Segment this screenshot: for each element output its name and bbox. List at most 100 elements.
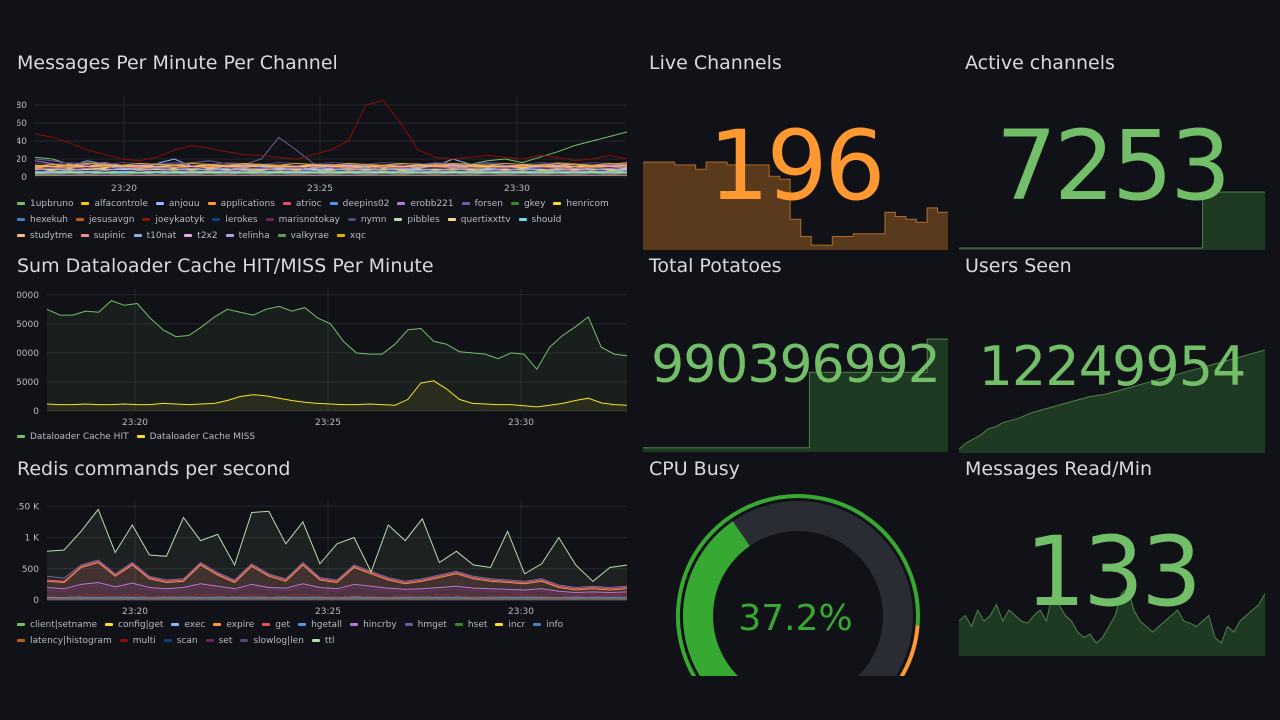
legend-swatch: [553, 202, 562, 205]
legend-item[interactable]: Dataloader Cache MISS: [136, 429, 255, 445]
legend-item[interactable]: info: [533, 617, 563, 633]
legend-item[interactable]: latency|histogram: [17, 633, 112, 649]
legend-label: xqc: [349, 231, 366, 241]
legend-item[interactable]: expire: [213, 617, 254, 633]
legend-item[interactable]: atrioc: [282, 196, 322, 212]
legend-swatch: [81, 202, 90, 205]
legend-item[interactable]: quertixxttv: [447, 212, 511, 228]
series-line: [46, 300, 628, 371]
legend-item[interactable]: config|get: [105, 617, 163, 633]
legend-label: studytme: [30, 231, 73, 241]
y-tick-label: 10000: [17, 349, 39, 359]
legend-swatch: [282, 202, 291, 205]
legend-item[interactable]: telinha: [225, 228, 270, 244]
legend-item[interactable]: valkyrae: [277, 228, 329, 244]
panel-cpu-busy[interactable]: CPU Busy 37.2%: [643, 458, 948, 676]
legend-item[interactable]: applications: [207, 196, 275, 212]
legend-item[interactable]: xqc: [336, 228, 366, 244]
users-seen-sparkline: [959, 349, 1265, 453]
legend-label: get: [275, 620, 291, 630]
legend-item[interactable]: scan: [163, 633, 198, 649]
legend-item[interactable]: lerokes: [212, 212, 258, 228]
total-potatoes-sparkline: [643, 338, 948, 452]
legend-item[interactable]: hgetall: [298, 617, 342, 633]
legend-item[interactable]: deepins02: [329, 196, 389, 212]
panel-redis-commands[interactable]: Redis commands per second 0 500 1 K 1.50 K 2…: [17, 458, 629, 653]
legend-label: client|setname: [30, 620, 98, 630]
legend-label: quertixxttv: [460, 215, 511, 225]
legend-item[interactable]: slowlog|len: [240, 633, 304, 649]
panel-users-seen[interactable]: Users Seen 12249954: [959, 255, 1265, 453]
legend-item[interactable]: studytme: [17, 228, 73, 244]
sparkline-line: [643, 338, 948, 449]
panel-messages-read[interactable]: Messages Read/Min 133: [959, 458, 1265, 656]
x-tick-label: 23:20: [122, 418, 148, 428]
legend-swatch: [265, 218, 274, 221]
legend-swatch: [329, 202, 338, 205]
legend-item[interactable]: henricom: [553, 196, 609, 212]
x-tick-label: 23:30: [508, 607, 534, 617]
legend-item[interactable]: pibbles: [394, 212, 440, 228]
legend-item[interactable]: erobb221: [397, 196, 454, 212]
legend-item[interactable]: supinic: [80, 228, 126, 244]
y-tick-label: 1 K: [25, 534, 41, 544]
legend-item[interactable]: nymn: [347, 212, 387, 228]
legend-item[interactable]: gkey: [510, 196, 546, 212]
legend-item[interactable]: marisnotokay: [265, 212, 340, 228]
legend-item[interactable]: should: [518, 212, 562, 228]
legend-label: multi: [132, 636, 156, 646]
legend-item[interactable]: incr: [495, 617, 525, 633]
legend-item[interactable]: hexekuh: [17, 212, 68, 228]
panel-total-potatoes[interactable]: Total Potatoes 990396992: [643, 255, 948, 453]
legend-label: info: [546, 620, 564, 630]
panel-messages-per-minute[interactable]: Messages Per Minute Per Channel 0 20 40 60 8…: [17, 52, 629, 250]
legend-item[interactable]: get: [262, 617, 290, 633]
legend-item[interactable]: anjouu: [155, 196, 200, 212]
legend-item[interactable]: t2x2: [184, 228, 218, 244]
legend-item[interactable]: set: [205, 633, 232, 649]
legend-label: hgetall: [311, 620, 343, 630]
panel-live-channels[interactable]: Live Channels 196: [643, 52, 948, 250]
panel-title: Live Channels: [649, 52, 782, 74]
legend-item[interactable]: joeykaotyk: [142, 212, 204, 228]
legend-swatch: [397, 202, 406, 205]
legend-label: latency|histogram: [30, 636, 112, 646]
legend-item[interactable]: jesusavgn: [76, 212, 134, 228]
legend-item[interactable]: t10nat: [133, 228, 176, 244]
legend-swatch: [17, 218, 25, 221]
legend-item[interactable]: multi: [119, 633, 156, 649]
users-seen-value: 12249954: [978, 335, 1247, 398]
legend-label: gkey: [523, 199, 546, 209]
y-tick-label: 1.50 K: [17, 502, 40, 512]
legend-swatch: [495, 623, 504, 626]
legend-item[interactable]: alfacontrole: [81, 196, 148, 212]
panel-dataloader-cache[interactable]: Sum Dataloader Cache HIT/MISS Per Minute…: [17, 255, 629, 450]
legend-label: nymn: [360, 215, 387, 225]
legend-swatch: [240, 639, 249, 642]
legend-item[interactable]: forsen: [461, 196, 503, 212]
legend-label: should: [531, 215, 562, 225]
legend-swatch: [298, 623, 307, 626]
x-tick-label: 23:20: [122, 607, 148, 617]
messages-read-value: 133: [1024, 516, 1202, 628]
x-tick-label: 23:25: [315, 418, 341, 428]
legend-item[interactable]: Dataloader Cache HIT: [17, 429, 129, 445]
gauge-threshold-orange: [899, 625, 920, 676]
legend-swatch: [17, 202, 25, 205]
dataloader-cache-chart[interactable]: 0 5000 10000 15000 20000 23:20 23:25 23:30: [17, 285, 629, 460]
legend-item[interactable]: hmget: [404, 617, 447, 633]
panel-active-channels[interactable]: Active channels 7253: [959, 52, 1265, 250]
legend-item[interactable]: 1upbruno: [17, 196, 73, 212]
legend-item[interactable]: ttl: [311, 633, 334, 649]
legend-swatch: [17, 234, 25, 237]
legend-item[interactable]: hincrby: [350, 617, 397, 633]
messages-per-minute-chart[interactable]: 0 20 40 60 80 23:20 23:25 23:30: [17, 92, 629, 232]
redis-commands-chart[interactable]: 0 500 1 K 1.50 K 23:20 23:25 23:30: [17, 488, 629, 663]
panel-title: CPU Busy: [649, 458, 740, 480]
legend-label: supinic: [93, 231, 126, 241]
legend-item[interactable]: exec: [171, 617, 205, 633]
legend-swatch: [80, 234, 89, 237]
legend-item[interactable]: hset: [454, 617, 487, 633]
legend-item[interactable]: client|setname: [17, 617, 97, 633]
legend-swatch: [133, 234, 142, 237]
